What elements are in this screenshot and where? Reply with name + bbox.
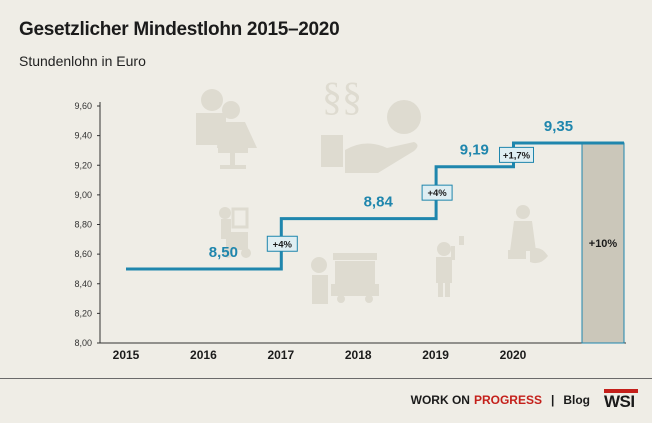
- increase-badge: [266, 235, 298, 252]
- x-tick-label: 2015: [113, 348, 140, 362]
- housekeeper-icon: [508, 205, 548, 264]
- y-tick-label: 8,40: [74, 279, 92, 289]
- y-tick-label: 8,80: [74, 220, 92, 230]
- minimum-wage-chart: §§: [74, 74, 626, 362]
- svg-text:§§: §§: [322, 74, 362, 119]
- increase-badge: [421, 184, 453, 201]
- total-increase-bar: [581, 142, 625, 344]
- increase-badge-label: +1,7%: [503, 150, 531, 161]
- y-tick-label: 9,20: [74, 160, 92, 170]
- level-label: 9,19: [460, 142, 489, 159]
- level-label: 8,50: [209, 244, 238, 261]
- waiter-icon: [436, 236, 464, 297]
- wsi-logo-bar: [604, 389, 638, 393]
- increase-badge-label: +4%: [427, 188, 447, 199]
- footer-work-on: WORK ON: [410, 393, 470, 407]
- level-label: 8,84: [364, 194, 394, 211]
- x-tick-label: 2017: [267, 348, 294, 362]
- food-vendor-icon: [311, 253, 379, 304]
- law-coin-icon: §§: [321, 74, 421, 173]
- y-tick-label: 9,00: [74, 190, 92, 200]
- hairdresser-icon: [196, 89, 257, 169]
- x-tick-label: 2016: [190, 348, 217, 362]
- increase-badge: [499, 146, 534, 163]
- y-tick-label: 9,40: [74, 131, 92, 141]
- y-tick-label: 8,20: [74, 308, 92, 318]
- footer-divider: [0, 378, 652, 379]
- wsi-logo[interactable]: WSI: [604, 389, 638, 411]
- chart-title: Gesetzlicher Mindestlohn 2015–2020: [19, 19, 340, 40]
- x-tick-label: 2019: [422, 348, 449, 362]
- chart-subtitle: Stundenlohn in Euro: [19, 53, 146, 69]
- level-label: 9,35: [544, 118, 573, 135]
- y-tick-label: 8,60: [74, 249, 92, 259]
- cleaner-icon: [219, 207, 251, 258]
- footer-separator: |: [550, 393, 555, 407]
- footer-blog-link[interactable]: Blog: [563, 393, 590, 407]
- y-tick-label: 9,60: [74, 101, 92, 111]
- wsi-logo-text: WSI: [604, 392, 635, 411]
- background-illustrations: §§: [196, 74, 548, 304]
- increase-badge-label: +4%: [273, 239, 293, 250]
- x-tick-label: 2018: [345, 348, 372, 362]
- y-tick-label: 8,00: [74, 338, 92, 348]
- footer-progress: PROGRESS: [473, 393, 542, 407]
- total-increase-label: +10%: [589, 238, 618, 250]
- footer-branding: WORK ON PROGRESS | Blog WSI: [411, 389, 638, 411]
- x-tick-label: 2020: [500, 348, 527, 362]
